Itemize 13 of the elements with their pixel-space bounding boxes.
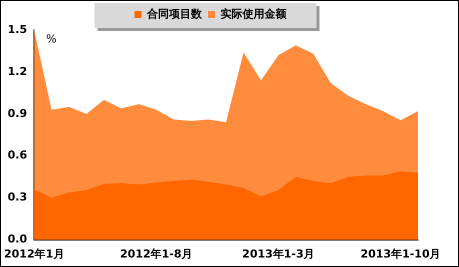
y-tick-label: 0.0 — [8, 232, 28, 246]
y-tick-label: 0.6 — [8, 148, 28, 162]
y-tick-label: 1.5 — [8, 22, 28, 36]
legend-label: 实际使用金额 — [220, 7, 288, 20]
y-tick-label: 1.2 — [8, 64, 28, 78]
x-tick-label: 2012年1月 — [4, 247, 64, 260]
y-tick-label: 0.9 — [8, 106, 28, 120]
legend-label: 合同项目数 — [146, 7, 203, 20]
x-tick-label: 2013年1-10月 — [360, 247, 441, 260]
y-tick-label: 0.3 — [8, 190, 28, 204]
y-axis-title: % — [46, 32, 57, 46]
x-tick-label: 2013年1-3月 — [242, 247, 315, 260]
x-tick-label: 2012年1-8月 — [120, 247, 193, 260]
